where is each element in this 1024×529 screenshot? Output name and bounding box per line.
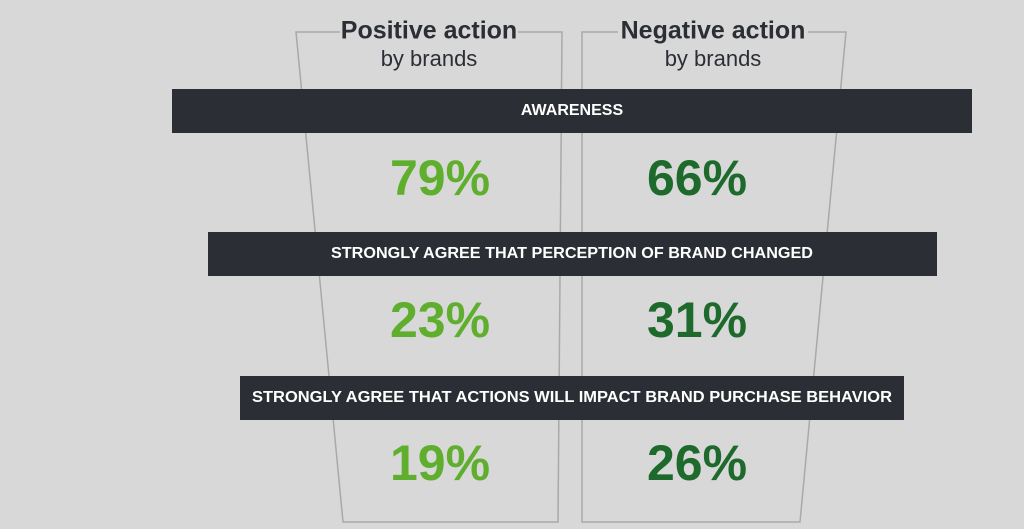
column-subtitle: by brands bbox=[665, 46, 762, 71]
row-label: AWARENESS bbox=[521, 102, 624, 119]
row-label: STRONGLY AGREE THAT ACTIONS WILL IMPACT … bbox=[252, 389, 892, 406]
column-title: Negative action bbox=[621, 17, 806, 45]
left-funnel bbox=[295, 31, 563, 523]
column-subtitle: by brands bbox=[381, 46, 478, 71]
row-bar bbox=[208, 232, 937, 276]
funnels bbox=[295, 31, 847, 523]
row-bar bbox=[172, 89, 972, 133]
positive-value: 19% bbox=[390, 435, 490, 491]
right-funnel bbox=[581, 31, 847, 523]
column-title: Positive action bbox=[341, 17, 517, 45]
positive-value: 79% bbox=[390, 150, 490, 206]
negative-value: 31% bbox=[647, 292, 747, 348]
positive-value: 23% bbox=[390, 292, 490, 348]
row-label: STRONGLY AGREE THAT PERCEPTION OF BRAND … bbox=[331, 245, 813, 262]
negative-value: 26% bbox=[647, 435, 747, 491]
negative-value: 66% bbox=[647, 150, 747, 206]
row-bar bbox=[240, 376, 904, 420]
